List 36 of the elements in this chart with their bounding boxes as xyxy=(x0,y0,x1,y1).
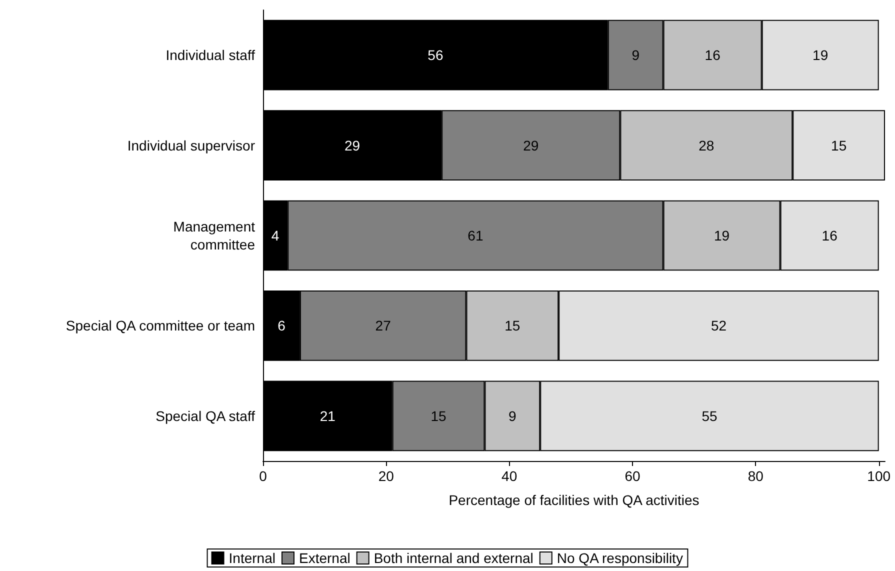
legend-label: External xyxy=(298,550,350,566)
data-label: 15 xyxy=(504,318,520,334)
y-tick-label: Management committee xyxy=(173,218,256,252)
data-label: 4 xyxy=(271,228,280,244)
data-label: 16 xyxy=(822,228,838,244)
data-label: 16 xyxy=(704,47,721,64)
data-label: 28 xyxy=(698,137,714,154)
data-label: 29 xyxy=(344,137,360,154)
y-tick-label: Individual supervisor xyxy=(127,137,256,154)
legend-label: Internal xyxy=(228,550,276,566)
data-label: 21 xyxy=(320,408,336,424)
data-label: 52 xyxy=(710,318,727,334)
legend-label: No QA responsibility xyxy=(556,550,683,566)
data-label: 61 xyxy=(468,228,484,244)
data-label: 15 xyxy=(430,408,447,424)
x-tick-label: 100 xyxy=(867,468,891,484)
x-tick-label: 20 xyxy=(378,468,394,484)
legend-label: Both internal and external xyxy=(374,550,534,566)
x-tick-label: 60 xyxy=(624,468,640,484)
x-tick-label: 40 xyxy=(502,468,518,484)
y-tick-label: Special QA committee or team xyxy=(66,318,255,334)
x-tick-label: 0 xyxy=(259,468,268,484)
y-tick-label: Individual staff xyxy=(166,47,256,64)
data-label: 15 xyxy=(831,137,847,154)
data-label: 19 xyxy=(714,228,730,244)
data-label: 55 xyxy=(702,408,718,424)
data-label: 9 xyxy=(508,408,517,424)
y-tick-label: Special QA staff xyxy=(156,408,256,424)
x-axis-title: Percentage of facilities with QA activities xyxy=(448,492,700,508)
data-label: 9 xyxy=(632,47,640,64)
data-label: 27 xyxy=(375,318,392,334)
data-label: 6 xyxy=(278,318,286,334)
x-tick-label: 80 xyxy=(748,468,764,484)
data-label: 29 xyxy=(523,137,539,154)
data-label: 56 xyxy=(428,47,444,64)
data-label: 19 xyxy=(812,47,828,64)
